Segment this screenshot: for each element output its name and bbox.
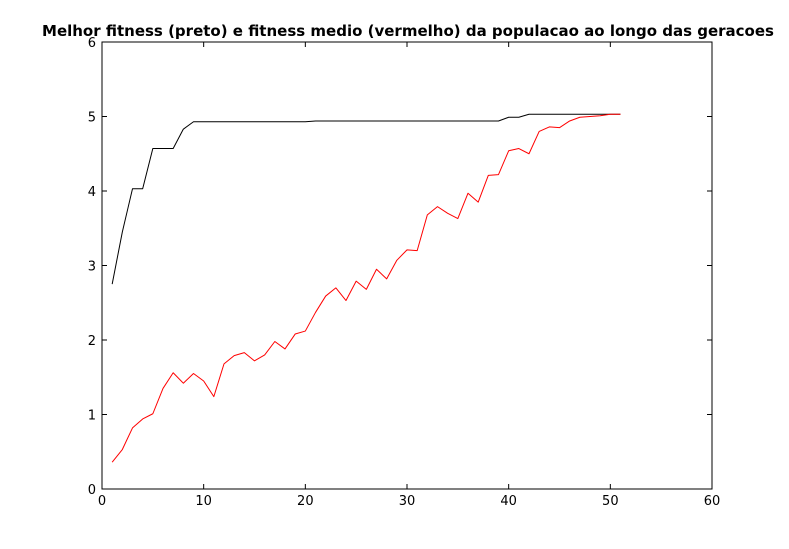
y-tick-label: 0 xyxy=(88,483,96,498)
y-tick-label: 2 xyxy=(88,334,96,349)
x-tick-label: 0 xyxy=(98,494,106,509)
y-tick-label: 6 xyxy=(88,36,96,51)
plot-area-border xyxy=(102,42,712,489)
y-tick-label: 4 xyxy=(88,185,96,200)
y-tick-label: 3 xyxy=(88,260,96,275)
y-tick-label: 5 xyxy=(88,111,96,126)
x-tick-label: 30 xyxy=(399,494,416,509)
series-line-best-fitness xyxy=(112,114,620,284)
x-tick-label: 10 xyxy=(195,494,212,509)
plot-frame xyxy=(102,42,712,489)
x-tick-label: 50 xyxy=(602,494,619,509)
chart-title: Melhor fitness (preto) e fitness medio (… xyxy=(42,22,774,40)
axis-ticks: 0 10 20 30 40 50 60 0 1 2 3 4 5 6 xyxy=(88,36,721,509)
series-line-mean-fitness xyxy=(112,114,620,462)
x-tick-label: 40 xyxy=(500,494,517,509)
y-tick-label: 1 xyxy=(88,409,96,424)
x-tick-label: 20 xyxy=(297,494,314,509)
series-lines xyxy=(112,114,620,462)
x-tick-label: 60 xyxy=(704,494,721,509)
